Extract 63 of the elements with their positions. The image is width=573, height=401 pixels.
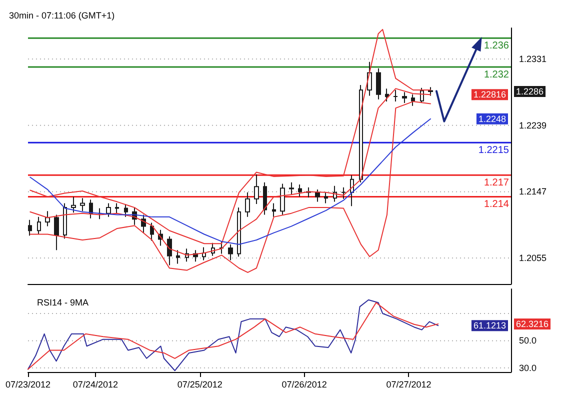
candlestick <box>315 189 320 202</box>
candlestick <box>263 182 267 216</box>
candlestick <box>124 203 128 218</box>
line-series <box>30 88 431 256</box>
candlestick <box>376 68 381 100</box>
line-series <box>30 28 431 244</box>
candlestick <box>420 87 424 104</box>
candlestick <box>202 246 206 261</box>
candlestick <box>272 202 276 218</box>
line-series <box>30 118 431 245</box>
candlestick <box>341 186 346 200</box>
ref-line-label: 1.2215 <box>478 145 510 156</box>
y-tick-label: 50.0 <box>519 336 537 346</box>
text: 62.3216 <box>516 318 549 329</box>
candlestick <box>298 184 302 198</box>
annotation: 1.2248 <box>478 114 506 124</box>
candlestick <box>71 196 76 214</box>
candlestick <box>289 182 294 196</box>
candlestick <box>228 244 233 261</box>
ref-line-label: 1.232 <box>484 69 510 80</box>
candlestick <box>89 199 93 219</box>
annotation: 61.1213 <box>473 320 506 331</box>
candlestick <box>385 88 389 102</box>
candlestick <box>428 86 433 96</box>
candlestick <box>280 183 285 216</box>
text: 1.2286 <box>516 86 544 96</box>
annotation: 1.22816 <box>473 90 506 100</box>
candlestick <box>37 216 41 235</box>
text: RSI14 - 9MA <box>37 298 89 308</box>
candlestick <box>80 198 85 212</box>
candlestick <box>359 84 363 183</box>
y-tick-label: 1.2331 <box>519 54 547 64</box>
x-tick-label: 07/24/2012 <box>72 380 118 390</box>
candlestick <box>393 90 398 102</box>
candlestick <box>150 222 154 242</box>
x-tick-label: 07/23/2012 <box>5 380 51 390</box>
candlestick <box>176 250 180 264</box>
x-tick-label: 07/25/2012 <box>177 380 222 390</box>
candlestick <box>63 202 67 240</box>
y-tick-label: 30.0 <box>519 362 537 373</box>
y-tick-label: 1.2239 <box>519 120 547 130</box>
candlestick <box>411 94 415 106</box>
ref-line-label: 1.214 <box>484 199 510 210</box>
y-tick-label: 1.2055 <box>519 253 547 264</box>
candlestick <box>254 174 259 204</box>
candlestick <box>106 202 111 218</box>
ref-line-label: 1.236 <box>484 40 510 52</box>
candlestick <box>237 207 241 258</box>
candlestick <box>115 202 119 214</box>
x-tick-label: 07/27/2012 <box>386 380 432 390</box>
line-series <box>30 101 431 273</box>
candlestick <box>54 214 59 251</box>
candlestick <box>28 219 32 236</box>
candlestick <box>324 192 328 204</box>
candlestick <box>245 192 250 218</box>
ref-line-label: 1.217 <box>484 178 510 189</box>
candlestick <box>45 210 50 227</box>
candlestick <box>219 240 224 254</box>
candlestick <box>402 92 407 104</box>
chart-title: 30min - 07:11:06 (GMT+1) <box>9 10 115 20</box>
x-tick-label: 07/26/2012 <box>282 380 327 390</box>
candlestick <box>167 236 172 266</box>
y-tick-label: 1.2147 <box>519 186 547 197</box>
